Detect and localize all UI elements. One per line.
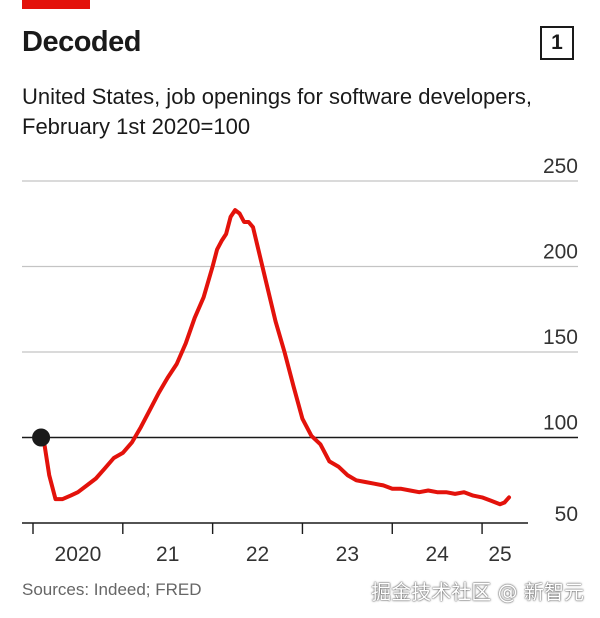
x-tick-label: 22 [246, 543, 269, 566]
x-tick-label: 25 [488, 543, 511, 566]
y-tick-label: 150 [543, 326, 578, 349]
start-marker [32, 428, 51, 447]
y-axis-ticks: 50 100 150 200 250 [543, 155, 578, 526]
chart-subtitle: United States, job openings for software… [22, 84, 532, 139]
x-tick-label: 24 [425, 543, 449, 566]
y-tick-label: 100 [543, 412, 578, 435]
y-tick-label: 50 [555, 503, 578, 526]
source-note: Sources: Indeed; FRED [22, 580, 202, 599]
brand-tag [22, 0, 90, 9]
chart-number-badge: 1 [540, 26, 574, 60]
x-tick-label: 23 [336, 543, 359, 566]
watermark: 掘金技术社区 @ 新智元 [371, 580, 584, 604]
y-tick-label: 200 [543, 241, 578, 264]
x-tick-label: 2020 [55, 543, 102, 566]
x-tick-label: 21 [156, 543, 179, 566]
gridlines [22, 180, 578, 439]
y-tick-label: 250 [543, 155, 578, 178]
chart-title: Decoded [22, 26, 141, 58]
series-line [39, 208, 511, 507]
x-axis-ticks: 2020 21 22 23 24 25 [32, 523, 512, 566]
